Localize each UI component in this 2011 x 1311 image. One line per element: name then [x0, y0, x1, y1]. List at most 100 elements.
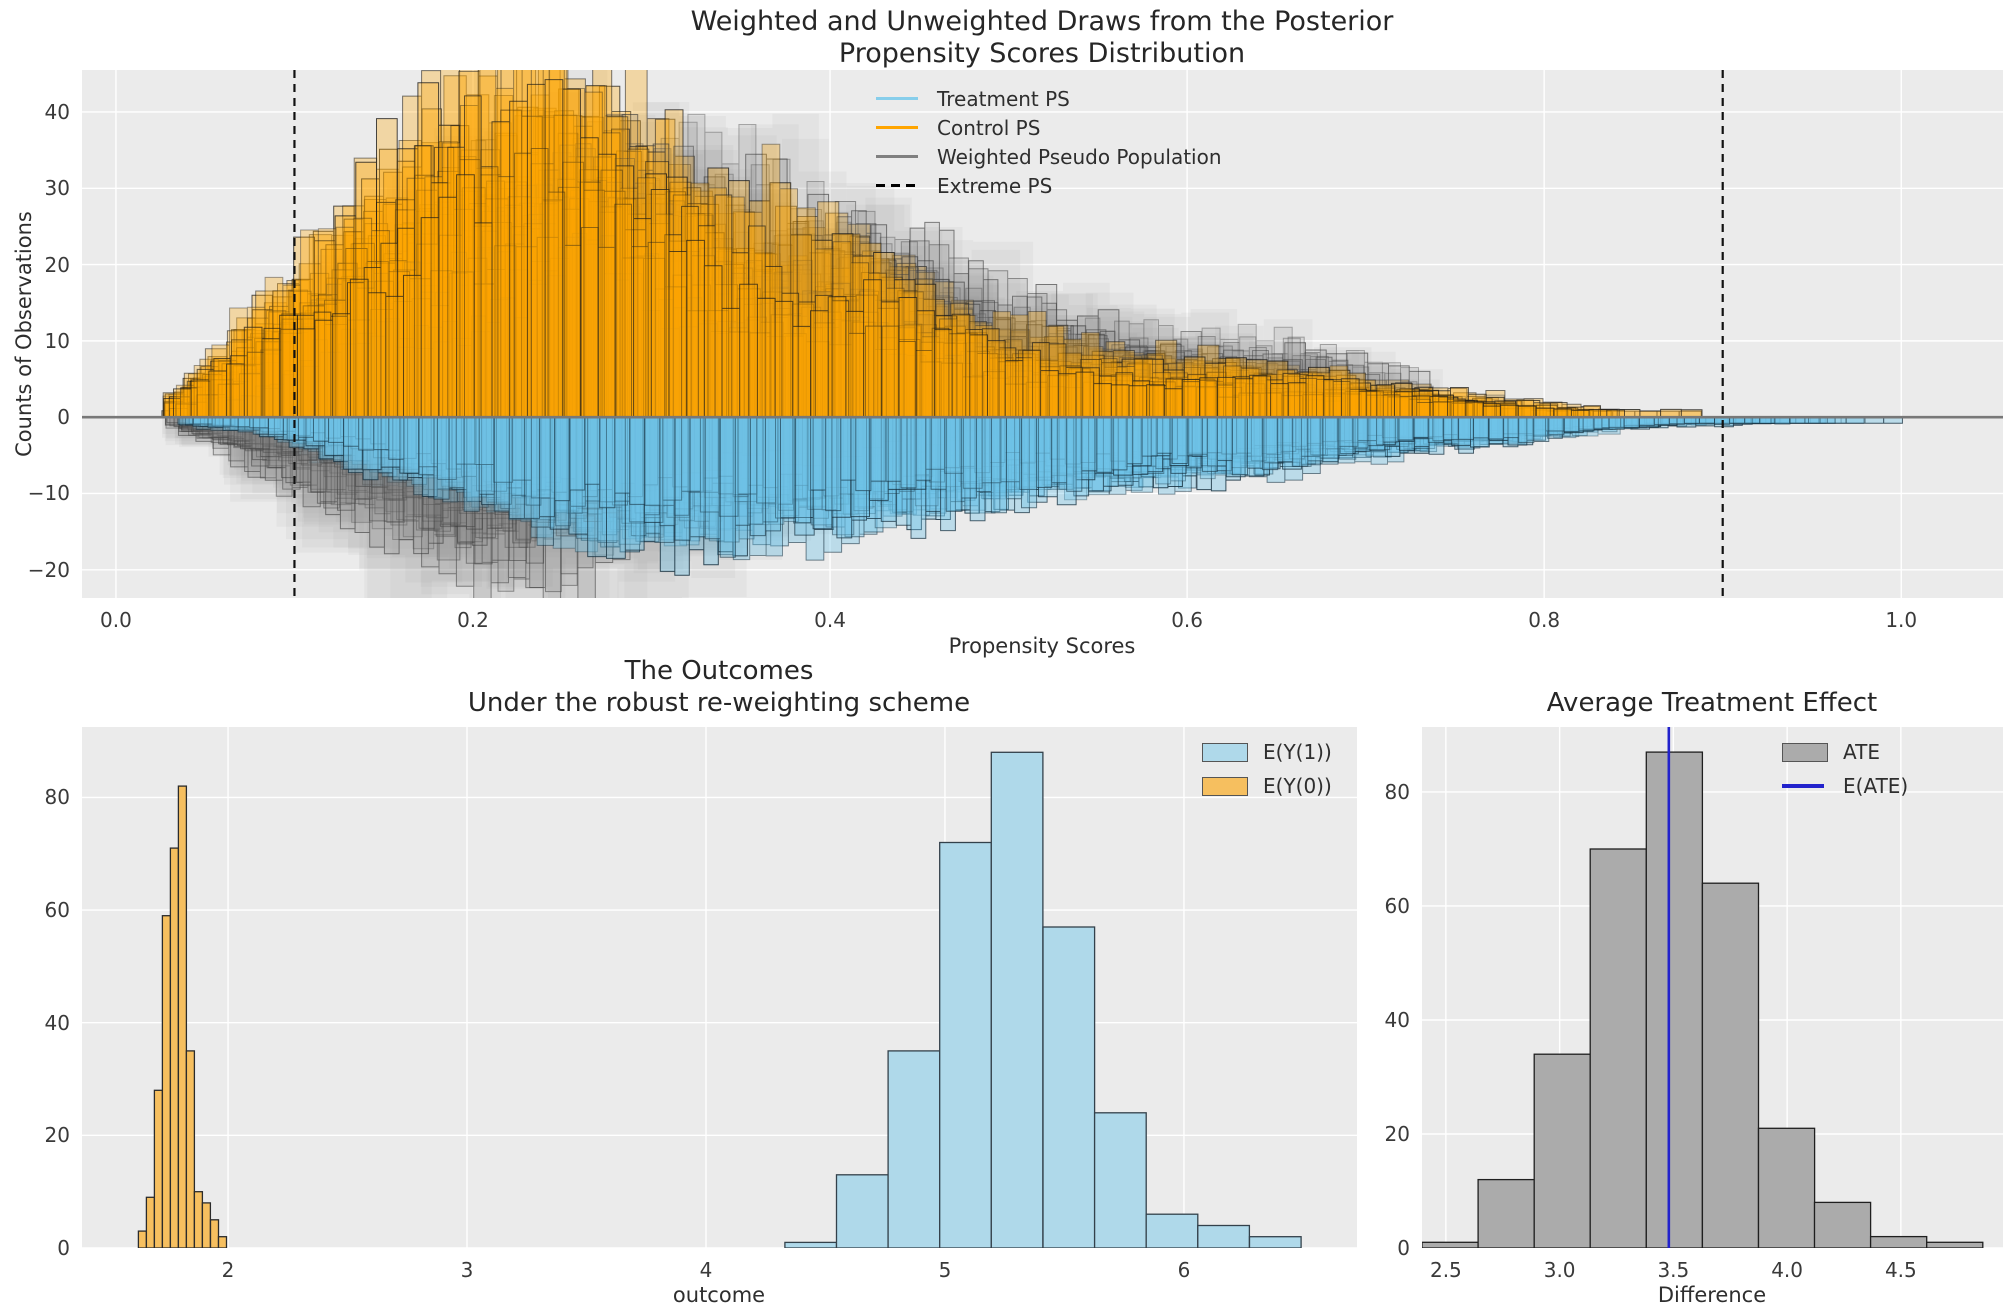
y-tick-label: 60	[1384, 893, 1410, 918]
legend-label: E(Y(0))	[1263, 774, 1332, 798]
histogram-bar	[201, 1202, 212, 1248]
legend-item: E(Y(0))	[1202, 769, 1332, 803]
y-tick-label: 40	[44, 1010, 70, 1035]
legend-label: Treatment PS	[937, 86, 1070, 111]
propensity-plot-area	[82, 70, 2003, 598]
histogram-bar	[1813, 1201, 1872, 1248]
legend-patch-swatch	[1782, 742, 1828, 762]
histogram-bar	[939, 841, 992, 1248]
histogram-bar	[185, 1050, 196, 1248]
histogram-bar	[1093, 1112, 1147, 1248]
histogram-bar	[990, 751, 1044, 1248]
legend-label: ATE	[1843, 740, 1880, 764]
outcomes-title-line1: The Outcomes	[624, 656, 814, 686]
x-tick-label: 4.0	[1771, 1258, 1804, 1282]
x-tick-label: 3.5	[1657, 1258, 1690, 1282]
legend-label: Control PS	[937, 115, 1041, 140]
legend-item: Extreme PS	[876, 171, 1222, 200]
histogram-bar	[1926, 1241, 1984, 1248]
legend-label: E(Y(1))	[1263, 740, 1332, 764]
legend-line-swatch	[876, 96, 922, 101]
y-tick-label: 20	[1384, 1121, 1410, 1146]
outcomes-axes: outcome E(Y(1)) E(Y(0)) 2 3 4 5 6 0 20 40 60 80	[45, 727, 1357, 1307]
propensity-axes: Counts of Observations Propensity Scores…	[12, 70, 2003, 658]
legend-item: E(Y(1))	[1202, 735, 1332, 769]
x-tick-label: 3.0	[1543, 1258, 1576, 1282]
histogram-bar	[1248, 1236, 1302, 1248]
histogram-bar	[835, 1174, 889, 1248]
histogram-bar	[137, 1230, 148, 1248]
histogram-bar	[1645, 751, 1704, 1248]
x-tick-label: 0.4	[814, 608, 846, 632]
histogram-bar	[784, 1241, 838, 1248]
x-tick-label: 2	[221, 1258, 235, 1282]
ate-title: Average Treatment Effect	[1546, 688, 1878, 718]
ate-plot-area	[1422, 727, 2003, 1248]
y-tick-label: 40	[44, 99, 70, 124]
legend-line-swatch	[876, 125, 922, 130]
legend-item: Weighted Pseudo Population	[876, 142, 1222, 171]
x-tick-label: 0.6	[1171, 608, 1204, 632]
histogram-bar	[217, 1236, 228, 1248]
ate-x-axis-label: Difference	[1657, 1283, 1767, 1307]
x-tick-label: 0.0	[100, 608, 132, 632]
legend-label: Extreme PS	[937, 173, 1053, 198]
y-tick-label: −10	[27, 481, 70, 506]
ate-axes: Difference ATE E(ATE) 2.5 3.0 3.5 4.0 4.5 0 20 4…	[1385, 727, 2003, 1307]
legend-item: Control PS	[876, 113, 1222, 142]
y-tick-label: 30	[44, 176, 70, 201]
propensity-x-axis-label: Propensity Scores	[948, 634, 1136, 658]
legend-label: E(ATE)	[1843, 774, 1909, 798]
legend-item: E(ATE)	[1782, 769, 1908, 803]
propensity-y-axis-label: Counts of Observations	[12, 211, 36, 457]
y-tick-label: −20	[27, 557, 70, 582]
outcomes-legend: E(Y(1)) E(Y(0))	[1202, 735, 1332, 803]
histogram-bar	[153, 1089, 164, 1248]
y-tick-label: 10	[44, 328, 70, 353]
y-tick-label: 0	[57, 1236, 70, 1260]
ate-legend: ATE E(ATE)	[1782, 735, 1908, 803]
histogram-bar	[161, 915, 172, 1248]
legend-label: Weighted Pseudo Population	[937, 144, 1222, 169]
y-tick-label: 80	[1384, 779, 1410, 804]
histogram-bar	[169, 847, 180, 1248]
x-tick-label: 5	[938, 1258, 952, 1282]
outcomes-title-line2: Under the robust re-weighting scheme	[467, 688, 971, 718]
y-tick-label: 0	[1397, 1236, 1410, 1260]
y-tick-label: 20	[44, 1123, 70, 1148]
x-tick-label: 1.0	[1885, 608, 1918, 632]
x-tick-label: 6	[1177, 1258, 1191, 1282]
histogram-bar	[1477, 1178, 1535, 1248]
y-tick-label: 0	[57, 405, 70, 430]
histogram-bar	[193, 1191, 204, 1248]
y-tick-label: 40	[1384, 1007, 1410, 1032]
legend-patch-swatch	[1202, 776, 1248, 796]
histogram-bar	[1197, 1224, 1251, 1248]
legend-item: Treatment PS	[876, 84, 1222, 113]
legend-patch-swatch	[1202, 742, 1248, 762]
legend-line-swatch	[1782, 784, 1828, 788]
histogram-bar	[1869, 1235, 1928, 1248]
y-tick-label: 80	[44, 785, 70, 810]
x-tick-label: 0.2	[457, 608, 489, 632]
histogram-bar	[1422, 1241, 1479, 1248]
histogram-bar	[145, 1196, 156, 1248]
top-chart-title-line1: Weighted and Unweighted Draws from the P…	[690, 6, 1394, 37]
histogram-bar	[209, 1219, 220, 1248]
histogram-bar	[1589, 848, 1647, 1248]
histogram-bar	[1145, 1213, 1199, 1248]
propensity-legend: Treatment PS Control PS Weighted Pseudo Po…	[876, 84, 1222, 200]
legend-line-swatch	[876, 154, 922, 159]
x-tick-label: 0.8	[1528, 608, 1561, 632]
histogram-bar	[1701, 882, 1760, 1248]
legend-item: ATE	[1782, 735, 1908, 769]
x-tick-label: 3	[460, 1258, 474, 1282]
outcomes-plot-area	[82, 727, 1357, 1248]
histogram-bar	[177, 785, 188, 1248]
x-tick-label: 4.5	[1884, 1258, 1917, 1282]
histogram-bar	[1533, 1053, 1591, 1248]
y-tick-label: 20	[44, 252, 70, 277]
histogram-bar	[887, 1050, 941, 1248]
histogram-bar	[1757, 1127, 1816, 1248]
